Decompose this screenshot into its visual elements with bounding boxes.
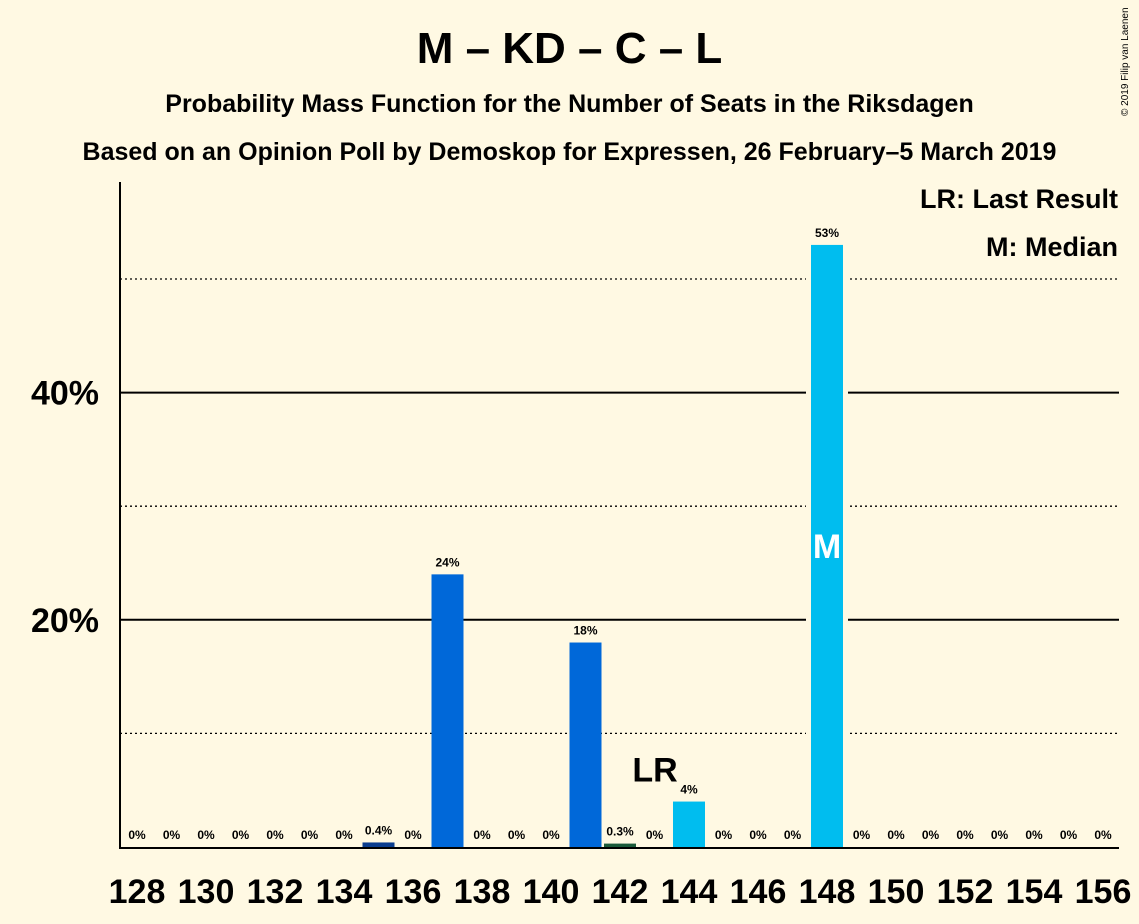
- x-tick-146: 146: [730, 873, 787, 911]
- bar-label-156: 0%: [1094, 828, 1112, 842]
- last-result-marker: LR: [632, 752, 677, 790]
- bar-label-135: 0.4%: [365, 823, 393, 837]
- bar-137: [431, 574, 464, 847]
- bar-label-144: 4%: [680, 783, 698, 797]
- x-tick-138: 138: [454, 873, 511, 911]
- bar-label-155: 0%: [1060, 828, 1078, 842]
- bar-148: [811, 244, 843, 848]
- bar-label-133: 0%: [301, 828, 319, 842]
- bar-label-141: 18%: [573, 624, 597, 638]
- bar-label-143: 0%: [646, 828, 664, 842]
- bar-label-151: 0%: [922, 828, 940, 842]
- bar-label-142: 0.3%: [606, 825, 634, 839]
- bar-label-150: 0%: [887, 828, 905, 842]
- bar-label-139: 0%: [508, 828, 526, 842]
- bar-135: [362, 842, 395, 847]
- bar-label-131: 0%: [232, 828, 250, 842]
- x-tick-148: 148: [799, 873, 856, 911]
- x-tick-134: 134: [316, 873, 373, 911]
- chart-title: M – KD – C – L: [416, 24, 723, 73]
- chart-source-line: Based on an Opinion Poll by Demoskop for…: [82, 138, 1057, 166]
- bar-label-129: 0%: [163, 828, 181, 842]
- bar-labels: 0% 0% 0% 0% 0% 0% 0% 0.4% 0% 24% 0% 0% 0% 18% 0.3% 0% 4%…: [128, 226, 1112, 842]
- y-axis-ticks: 20% 40%: [31, 375, 99, 640]
- chart-subtitle: Probability Mass Function for the Number…: [165, 90, 974, 118]
- bar-label-140: 0%: [542, 828, 560, 842]
- bar-142: [604, 843, 636, 847]
- median-marker: M: [813, 528, 841, 566]
- bar-label-134: 0%: [335, 828, 353, 842]
- bar-label-138: 0%: [473, 828, 491, 842]
- bar-label-153: 0%: [991, 828, 1009, 842]
- legend-median: M: Median: [986, 232, 1118, 262]
- bar-label-137: 24%: [435, 555, 459, 569]
- bar-label-130: 0%: [197, 828, 215, 842]
- bars: [362, 240, 848, 848]
- x-tick-144: 144: [661, 873, 718, 911]
- x-tick-140: 140: [523, 873, 580, 911]
- gridlines: [120, 278, 1119, 735]
- bar-label-152: 0%: [956, 828, 974, 842]
- x-tick-156: 156: [1075, 873, 1132, 911]
- y-tick-20: 20%: [31, 602, 99, 640]
- x-axis-ticks: 128 130 132 134 136 138 140 142 144 146 148 150 152 1…: [109, 873, 1132, 911]
- x-tick-128: 128: [109, 873, 166, 911]
- bar-label-136: 0%: [404, 828, 422, 842]
- bar-label-154: 0%: [1025, 828, 1043, 842]
- x-tick-150: 150: [868, 873, 925, 911]
- bar-label-147: 0%: [784, 828, 802, 842]
- bar-141: [569, 642, 602, 847]
- legend-last-result: LR: Last Result: [919, 184, 1118, 214]
- bar-label-146: 0%: [749, 828, 767, 842]
- x-tick-154: 154: [1006, 873, 1063, 911]
- y-tick-40: 40%: [31, 375, 99, 413]
- x-tick-132: 132: [247, 873, 304, 911]
- x-tick-152: 152: [937, 873, 994, 911]
- bar-label-132: 0%: [266, 828, 284, 842]
- bar-label-145: 0%: [715, 828, 733, 842]
- bar-144: [673, 801, 705, 847]
- x-tick-130: 130: [178, 873, 235, 911]
- bar-label-149: 0%: [853, 828, 871, 842]
- x-tick-142: 142: [592, 873, 649, 911]
- bar-label-148: 53%: [815, 226, 839, 240]
- markers: LR M: [632, 528, 841, 790]
- bar-label-128: 0%: [128, 828, 146, 842]
- x-tick-136: 136: [385, 873, 442, 911]
